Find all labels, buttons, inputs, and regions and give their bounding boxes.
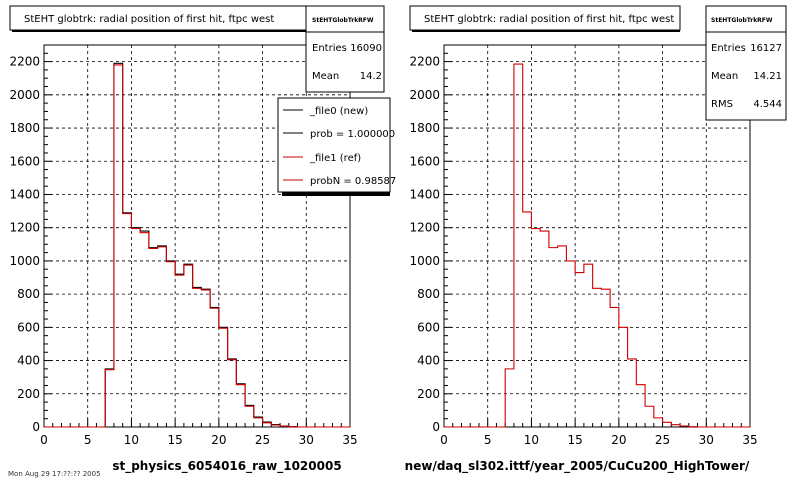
left-x-axis-title: st_physics_6054016_raw_1020005: [112, 459, 341, 474]
right-stats-name: StEHTGlobTrkRFW: [711, 17, 773, 24]
right-y-tick-label: 1400: [409, 187, 440, 201]
right-stats-rms-value: 4.544: [753, 99, 782, 110]
left-stats-box: [305, 5, 385, 93]
right-y-tick-label: 400: [417, 354, 440, 368]
left-y-tick-label: 0: [32, 420, 40, 434]
left-stats-mean-value: 14.2: [360, 71, 382, 82]
right-y-tick-label: 1800: [409, 121, 440, 135]
right-y-tick-label: 1200: [409, 221, 440, 235]
right-stats-mean-value: 14.21: [753, 71, 782, 82]
right-y-tick-label: 2200: [409, 55, 440, 69]
left-y-tick-label: 400: [17, 354, 40, 368]
left-y-tick-label: 1400: [9, 187, 40, 201]
right-y-tick-label: 0: [432, 420, 440, 434]
legend-label-ref: _file1 (ref): [309, 153, 361, 164]
right-y-tick-label: 2000: [409, 88, 440, 102]
left-histogram-file1-ref: [44, 64, 350, 428]
right-stats-mean-label: Mean: [711, 71, 738, 82]
right-y-tick-label: 800: [417, 287, 440, 301]
left-stats-name: StEHTGlobTrkRFW: [312, 17, 374, 24]
right-plot-frame: [443, 44, 751, 428]
right-y-tick-label: 600: [417, 320, 440, 334]
right-y-tick-label: 1000: [409, 254, 440, 268]
left-y-tick-label: 200: [17, 387, 40, 401]
left-stats-entries-label: Entries: [312, 43, 347, 54]
right-x-tick-label: 5: [484, 433, 492, 447]
left-x-tick-label: 15: [168, 433, 183, 447]
left-title-box: [9, 5, 307, 31]
left-x-tick-label: 5: [84, 433, 92, 447]
legend-label-prob: prob = 1.000000: [310, 129, 395, 140]
right-stats-entries-value: 16127: [750, 43, 782, 54]
left-stats-mean-label: Mean: [312, 71, 339, 82]
left-y-tick-label: 1600: [9, 154, 40, 168]
right-x-tick-label: 30: [699, 433, 714, 447]
left-x-tick-label: 25: [255, 433, 270, 447]
left-plot-title: StEHT globtrk: radial position of first …: [24, 14, 274, 25]
right-stats-rms-label: RMS: [711, 99, 733, 110]
legend-label-probn: probN = 0.98587: [310, 176, 396, 187]
left-x-tick-label: 30: [299, 433, 314, 447]
left-x-tick-label: 20: [211, 433, 226, 447]
right-y-tick-label: 200: [417, 387, 440, 401]
right-x-axis-title: new/daq_sl302.ittf/year_2005/CuCu200_Hig…: [405, 459, 750, 474]
left-x-tick-label: 10: [124, 433, 139, 447]
left-y-tick-label: 1000: [9, 254, 40, 268]
left-y-tick-label: 1200: [9, 221, 40, 235]
right-x-tick-label: 35: [742, 433, 757, 447]
right-title-box: [409, 5, 681, 31]
left-y-tick-label: 1800: [9, 121, 40, 135]
right-x-tick-label: 10: [524, 433, 539, 447]
right-x-tick-label: 20: [611, 433, 626, 447]
left-legend: _file0 (new) prob = 1.000000 _file1 (ref…: [277, 97, 396, 196]
left-legend-box: [277, 97, 391, 193]
right-x-tick-label: 0: [440, 433, 448, 447]
right-x-tick-label: 25: [655, 433, 670, 447]
left-stats-entries-value: 16090: [350, 43, 382, 54]
right-stats-box: [705, 5, 787, 121]
left-footer-timestamp: Mon Aug 29 17:??:?? 2005: [8, 470, 101, 478]
left-panel: StEHT globtrk: radial position of first …: [8, 5, 396, 478]
left-x-tick-label: 35: [342, 433, 357, 447]
right-stats-entries-label: Entries: [711, 43, 746, 54]
left-y-tick-label: 600: [17, 320, 40, 334]
left-y-tick-label: 800: [17, 287, 40, 301]
right-plot-title: StEHT globtrk: radial position of first …: [424, 14, 674, 25]
legend-label-new: _file0 (new): [309, 106, 368, 117]
right-y-tick-label: 1600: [409, 154, 440, 168]
left-title-shadow: [12, 30, 306, 32]
right-x-tick-label: 15: [568, 433, 583, 447]
left-legend-shadow: [282, 192, 390, 196]
left-y-tick-label: 2200: [9, 55, 40, 69]
left-y-tick-label: 2000: [9, 88, 40, 102]
right-panel: StEHT globtrk: radial position of first …: [405, 5, 787, 474]
right-title-shadow: [412, 30, 680, 32]
right-histogram-series-0: [444, 63, 750, 428]
left-x-tick-label: 0: [40, 433, 48, 447]
right-plot-area: 0 5 10 15 20 25 30 35 0 200 400 600 800 1000 1200 1400 1…: [409, 44, 758, 447]
